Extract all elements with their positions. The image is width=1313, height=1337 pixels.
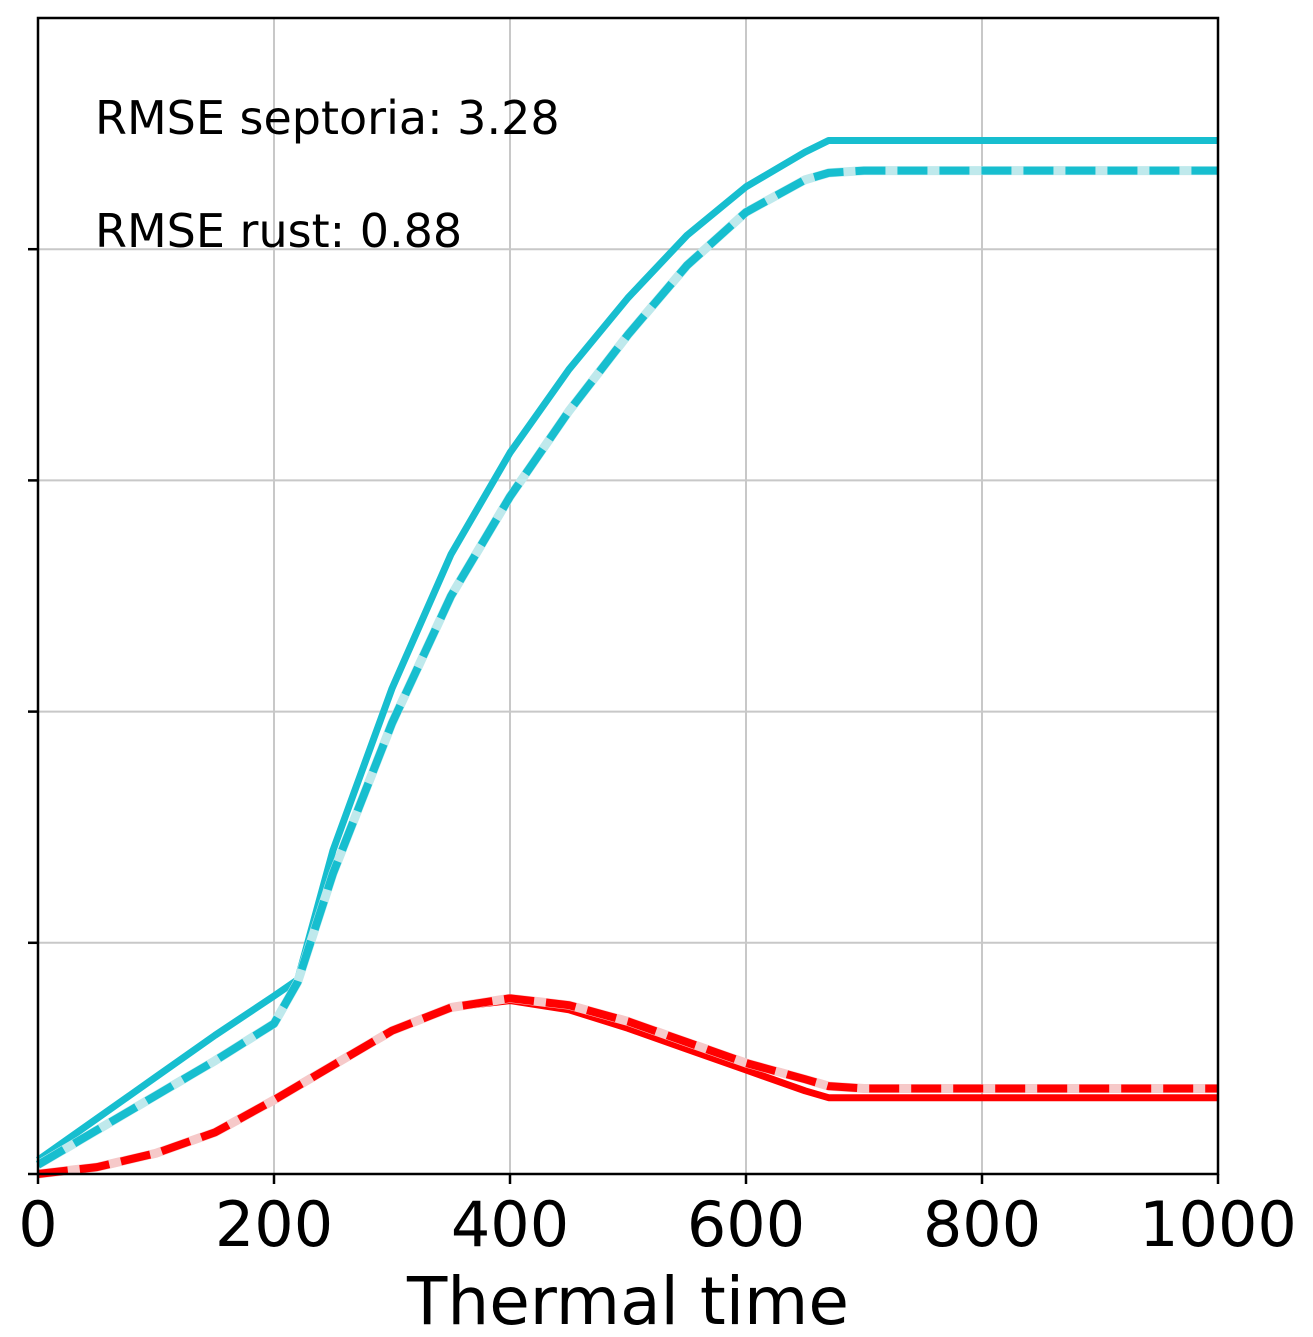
x-tick-label: 400 [451, 1188, 569, 1261]
x-tick-label: 200 [215, 1188, 333, 1261]
rust-dashed-line [37, 994, 1218, 1178]
septoria-dashed-line [35, 166, 1218, 1169]
septoria-dashed-line-underlay [35, 166, 1218, 1169]
x-tick-label: 800 [923, 1188, 1041, 1261]
plot-frame [36, 16, 1220, 1176]
x-tick-label: 600 [687, 1188, 805, 1261]
annotations: RMSE septoria: 3.28 RMSE rust: 0.88 [95, 91, 560, 258]
rmse-rust-annotation: RMSE rust: 0.88 [95, 204, 462, 258]
rmse-septoria-annotation: RMSE septoria: 3.28 [95, 91, 560, 145]
series-lines [35, 137, 1218, 1179]
grid-lines [37, 18, 1219, 1175]
x-axis-title: Thermal time [406, 1263, 849, 1337]
axis-ticks: 0 200 400 600 800 1000 [18, 247, 1297, 1261]
x-tick-label: 0 [18, 1188, 57, 1261]
x-tick-label: 1000 [1139, 1188, 1297, 1261]
septoria-solid-line [35, 137, 1218, 1163]
